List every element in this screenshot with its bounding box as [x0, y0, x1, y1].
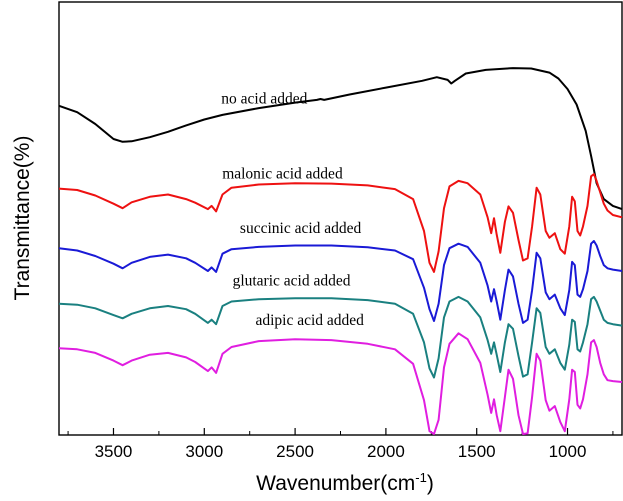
x-tick-label: 2000	[367, 442, 405, 461]
x-tick-label: 1000	[549, 442, 587, 461]
series-labels: no acid added malonic acid added succinic …	[221, 90, 364, 329]
series-line-3	[58, 295, 623, 379]
x-tick-label: 2500	[276, 442, 314, 461]
x-axis-title-close: )	[427, 472, 434, 495]
series-label-4: adipic acid added	[255, 312, 364, 329]
x-axis-ticks: 3500 3000 2500 2000 1500 1000	[67, 428, 614, 461]
x-axis-title: Wavenumber(cm-1)	[256, 470, 434, 495]
y-axis-title: Transmittance(%)	[11, 136, 34, 301]
plot-frame	[58, 1, 623, 436]
x-tick-label: 3500	[95, 442, 133, 461]
series-line-1	[58, 173, 623, 273]
x-axis-title-sup: -1	[415, 470, 427, 485]
x-tick-label: 1500	[458, 442, 496, 461]
series-line-2	[58, 240, 623, 324]
series-line-4	[58, 332, 623, 435]
x-axis-title-main: Wavenumber(cm	[256, 472, 415, 495]
series-label-2: succinic acid added	[240, 220, 362, 237]
x-tick-label: 3000	[185, 442, 223, 461]
series-line-0	[58, 67, 623, 211]
series-label-1: malonic acid added	[222, 166, 343, 183]
series-layer	[58, 67, 623, 435]
series-label-0: no acid added	[221, 90, 307, 107]
series-label-3: glutaric acid added	[233, 272, 351, 289]
